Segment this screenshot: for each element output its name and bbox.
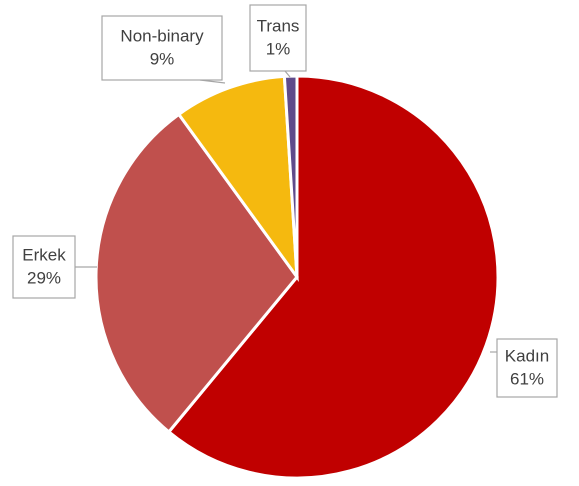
label-box [496, 338, 558, 398]
value-label: 29% [27, 268, 61, 287]
label-box [12, 235, 76, 299]
label-box [249, 4, 307, 72]
pie-slice [94, 112, 299, 434]
value-label: 1% [266, 39, 291, 58]
pie-slice [282, 74, 299, 278]
label-box [101, 15, 223, 81]
pie-slice [176, 74, 299, 283]
category-label: Non-binary [120, 26, 204, 45]
category-label: Erkek [22, 245, 66, 264]
category-label: Kadın [505, 346, 549, 365]
leader-line [284, 70, 291, 78]
category-label: Trans [257, 16, 300, 35]
value-label: 9% [150, 49, 175, 68]
value-label: 61% [510, 369, 544, 388]
pie-slice [166, 74, 500, 480]
